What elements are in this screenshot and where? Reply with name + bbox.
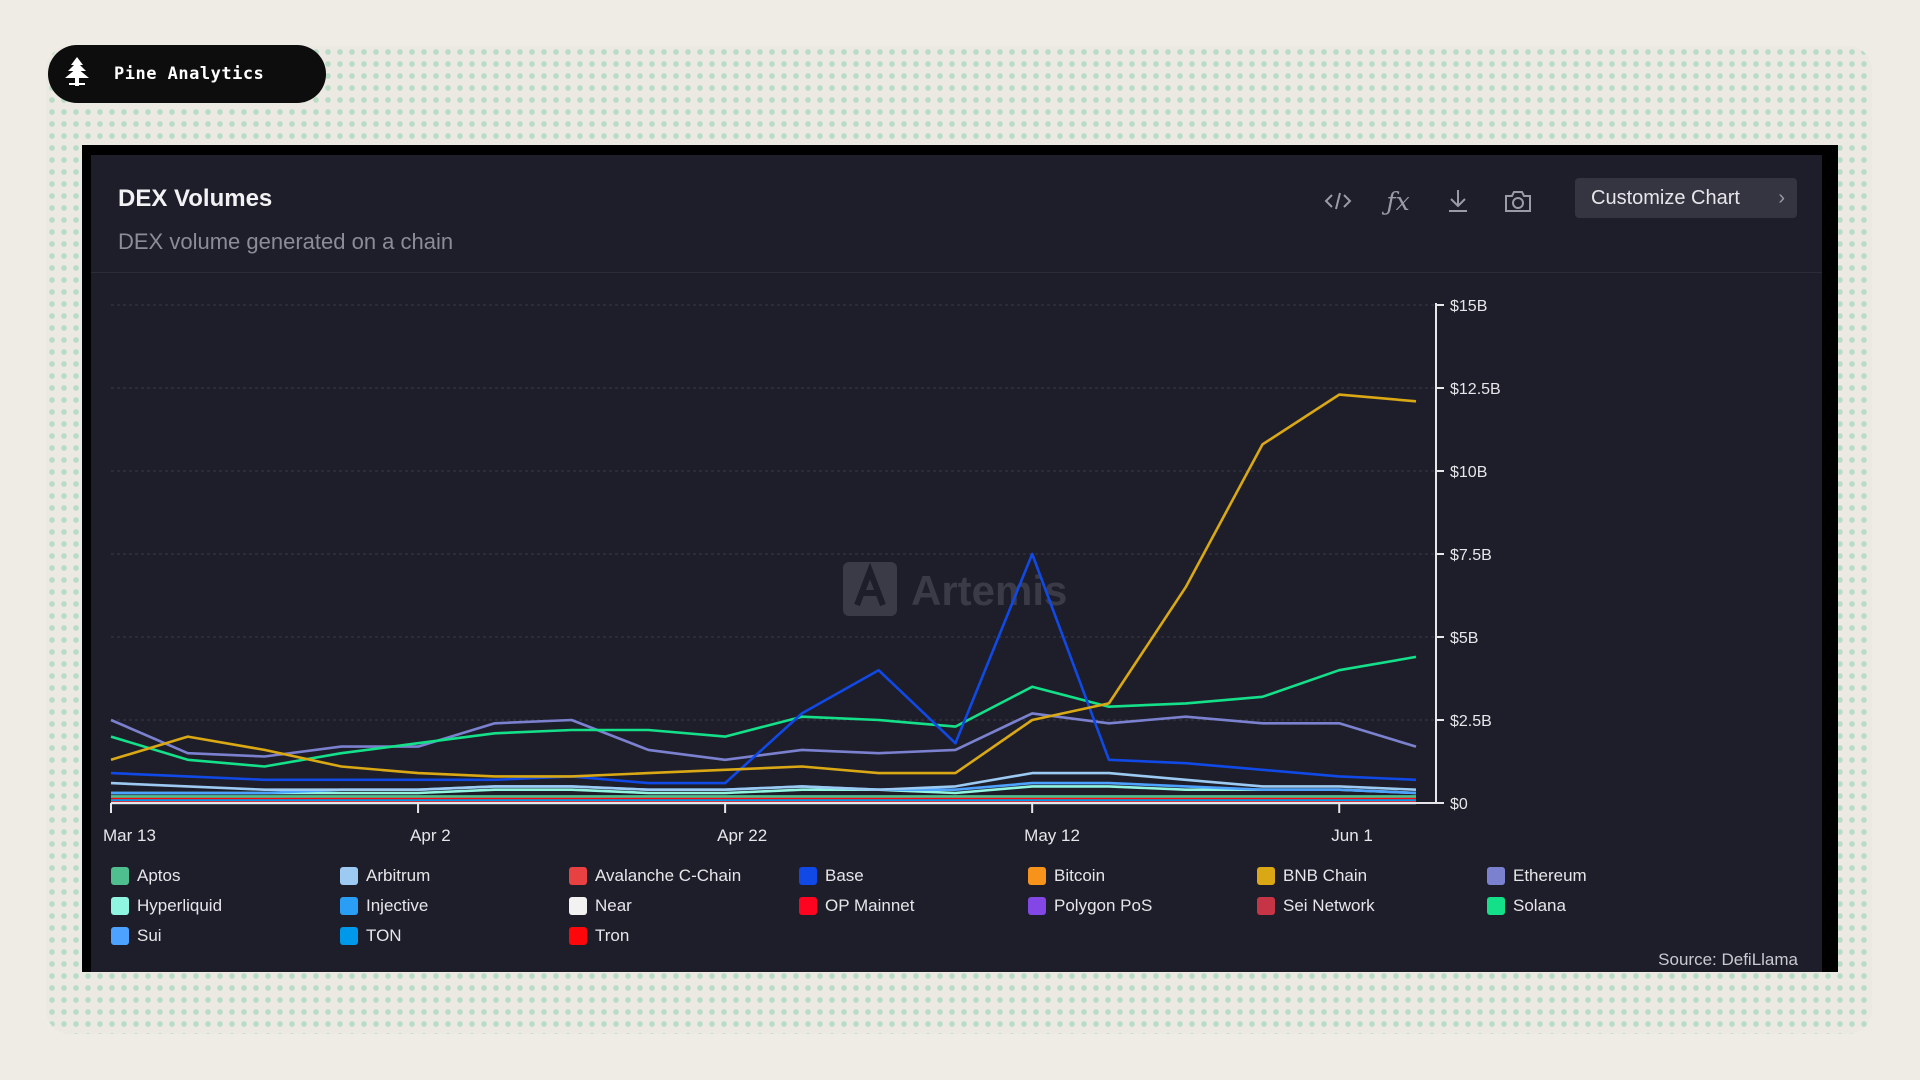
legend-swatch (111, 867, 129, 885)
legend-item[interactable]: Base (799, 866, 864, 886)
legend-label: Tron (595, 926, 630, 945)
legend-item[interactable]: Sei Network (1257, 896, 1375, 916)
embed-code-icon[interactable] (1320, 183, 1356, 219)
series-line-base (110, 552, 1417, 785)
legend-label: Sei Network (1283, 896, 1375, 915)
legend-item[interactable]: Sui (111, 926, 162, 946)
grid-layer (111, 304, 1436, 804)
legend-item[interactable]: Arbitrum (340, 866, 430, 886)
camera-icon[interactable] (1500, 183, 1536, 219)
legend-label: Sui (137, 926, 162, 945)
brand-name: Pine Analytics (114, 64, 265, 84)
x-tick-label: Apr 22 (717, 826, 767, 845)
legend-swatch (340, 867, 358, 885)
legend-item[interactable]: Solana (1487, 896, 1566, 916)
legend-label: Aptos (137, 866, 181, 885)
legend-item[interactable]: Hyperliquid (111, 896, 222, 916)
x-tick-label: Mar 13 (103, 826, 156, 845)
series-line-solana (110, 655, 1417, 768)
chart-subtitle: DEX volume generated on a chain (118, 229, 454, 254)
axis-layer: $0 $2.5B $5B $7.5B $10B $12.5B $15B Mar 13 Apr 2… (103, 298, 1501, 845)
legend-swatch (340, 927, 358, 945)
series-layer (110, 393, 1417, 805)
legend-swatch (1257, 867, 1275, 885)
legend-label: Avalanche C-Chain (595, 866, 742, 885)
legend-item[interactable]: Bitcoin (1028, 866, 1105, 886)
line-chart: Artemis $0 $2.5B $5B $7.5B $10B $12.5B $15B Mar… (103, 298, 1501, 845)
chart-title: DEX Volumes (118, 185, 273, 212)
legend-item[interactable]: OP Mainnet (799, 896, 914, 916)
download-icon[interactable] (1440, 183, 1476, 219)
legend-label: Injective (366, 896, 429, 915)
series-line-bnb-chain (110, 393, 1417, 778)
series-line-ethereum (110, 712, 1417, 762)
legend-item[interactable]: Polygon PoS (1028, 896, 1152, 916)
legend-swatch (1487, 867, 1505, 885)
chevron-right-icon: › (1778, 187, 1785, 209)
y-tick-label: $7.5B (1450, 547, 1492, 564)
chart-panel: DEX Volumes DEX volume generated on a ch… (91, 155, 1822, 972)
legend-label: Solana (1513, 896, 1566, 915)
chart-frame: DEX Volumes DEX volume generated on a ch… (82, 145, 1838, 972)
legend-item[interactable]: Ethereum (1487, 866, 1587, 886)
legend-swatch (111, 927, 129, 945)
legend-item[interactable]: Injective (340, 896, 428, 916)
legend-item[interactable]: TON (340, 926, 402, 946)
source-note: Source: DefiLlama (1658, 950, 1798, 969)
y-tick-label: $10B (1450, 464, 1487, 481)
legend-item[interactable]: Avalanche C-Chain (569, 866, 741, 886)
legend-swatch (799, 897, 817, 915)
legend-label: Near (595, 896, 632, 915)
legend-label: Polygon PoS (1054, 896, 1153, 915)
legend-label: OP Mainnet (825, 896, 915, 915)
watermark-layer: Artemis (843, 562, 1067, 616)
watermark-text: Artemis (911, 567, 1067, 614)
header-divider (91, 272, 1822, 273)
legend-swatch (1257, 897, 1275, 915)
legend-label: Base (825, 866, 864, 885)
legend-swatch (1487, 897, 1505, 915)
y-tick-label: $12.5B (1450, 381, 1501, 398)
customize-chart-button[interactable]: Customize Chart › (1575, 178, 1797, 218)
legend-swatch (799, 867, 817, 885)
legend-swatch (569, 867, 587, 885)
legend-swatch (569, 927, 587, 945)
legend-item[interactable]: Tron (569, 926, 629, 946)
series-line-arbitrum (110, 771, 1417, 791)
brand-pill: Pine Analytics (48, 45, 326, 103)
series-line-hyperliquid (111, 785, 1417, 795)
legend-swatch (1028, 867, 1046, 885)
legend-item[interactable]: Aptos (111, 866, 180, 886)
legend-label: Hyperliquid (137, 896, 223, 915)
x-tick-label: Jun 1 (1331, 826, 1373, 845)
y-tick-label: $0 (1450, 796, 1468, 813)
y-tick-label: $5B (1450, 630, 1478, 647)
x-tick-label: May 12 (1024, 826, 1080, 845)
legend-swatch (569, 897, 587, 915)
legend-label: Bitcoin (1054, 866, 1106, 885)
legend-label: Ethereum (1513, 866, 1587, 885)
x-tick-label: Apr 2 (410, 826, 451, 845)
legend-swatch (111, 897, 129, 915)
legend-label: TON (366, 926, 402, 945)
pine-tree-icon (62, 56, 92, 93)
legend-item[interactable]: Near (569, 896, 632, 916)
legend-label: BNB Chain (1283, 866, 1368, 885)
legend-swatch (340, 897, 358, 915)
legend-item[interactable]: BNB Chain (1257, 866, 1367, 886)
formula-icon[interactable]: ƒx (1386, 186, 1410, 216)
legend-swatch (1028, 897, 1046, 915)
legend-label: Arbitrum (366, 866, 431, 885)
watermark-logo-mark (854, 562, 886, 607)
customize-chart-label: Customize Chart (1591, 186, 1740, 209)
y-tick-label: $2.5B (1450, 713, 1492, 730)
y-tick-label: $15B (1450, 298, 1487, 315)
